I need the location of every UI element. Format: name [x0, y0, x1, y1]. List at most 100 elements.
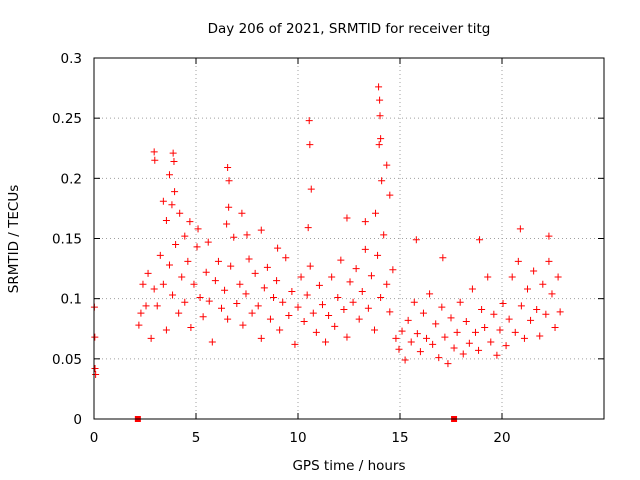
data-point [322, 338, 330, 346]
data-point [242, 290, 250, 298]
data-point [367, 272, 375, 280]
data-point [137, 309, 145, 317]
data-point [556, 308, 564, 316]
data-point [294, 303, 302, 311]
data-point [462, 318, 470, 326]
data-point [407, 338, 415, 346]
data-point [331, 322, 339, 330]
x-tick-label: 5 [192, 430, 201, 446]
data-point [159, 280, 167, 288]
data-point [505, 315, 513, 323]
data-point [254, 302, 262, 310]
data-point [144, 269, 152, 277]
data-point [524, 285, 531, 293]
data-point [176, 209, 184, 217]
data-point [224, 164, 232, 172]
data-point [184, 257, 192, 265]
data-point [548, 290, 556, 298]
data-point [223, 220, 231, 228]
data-point [172, 241, 180, 249]
data-point [478, 305, 486, 313]
data-point [545, 232, 553, 240]
data-point [395, 345, 403, 353]
data-point [392, 334, 400, 342]
data-point [300, 318, 308, 326]
data-point [343, 333, 351, 341]
data-point [502, 342, 510, 350]
data-point [468, 285, 476, 293]
data-point [305, 117, 313, 125]
x-axis-label: GPS time / hours [292, 458, 405, 474]
data-point [490, 310, 498, 318]
data-point [239, 321, 247, 329]
data-point [325, 312, 333, 320]
data-point [343, 214, 351, 222]
data-point [315, 281, 323, 289]
data-point [517, 302, 525, 310]
data-point [340, 305, 348, 313]
data-point [274, 244, 282, 252]
x-tick-label: 15 [391, 430, 408, 446]
data-points [90, 83, 564, 378]
data-point [444, 360, 452, 368]
data-point [297, 273, 305, 281]
data-point [211, 277, 219, 285]
data-point [459, 350, 467, 358]
data-point [218, 304, 225, 312]
data-point [389, 266, 397, 274]
data-point [476, 236, 484, 244]
data-point [404, 316, 412, 324]
data-point [416, 348, 424, 356]
data-point [181, 298, 189, 306]
data-point [514, 257, 522, 265]
data-point [309, 309, 317, 317]
data-point [225, 203, 233, 211]
data-point [156, 251, 164, 259]
data-point [214, 257, 222, 265]
data-point [147, 334, 155, 342]
y-tick-label: 0.2 [61, 171, 82, 187]
data-point [355, 315, 363, 323]
data-point [447, 314, 455, 322]
data-point [530, 267, 538, 275]
data-point [542, 310, 550, 318]
data-point [375, 83, 383, 91]
tick-labels: 0 5 10 15 20 0 0.05 0.1 0.15 0.2 0.25 0.3 [52, 51, 511, 446]
data-point [245, 255, 253, 263]
data-point [171, 188, 179, 196]
data-point [536, 332, 544, 340]
data-point [346, 278, 354, 286]
data-point [238, 209, 246, 217]
data-point [306, 262, 314, 270]
y-axis-label: SRMTID / TECUs [6, 185, 22, 293]
data-point [159, 197, 167, 205]
data-point [453, 328, 461, 336]
data-point [318, 301, 326, 309]
data-point [383, 280, 391, 288]
data-point [205, 297, 213, 305]
data-point [204, 238, 212, 246]
data-point [151, 156, 159, 164]
data-point [312, 328, 320, 336]
data-point [401, 356, 409, 364]
data-point [196, 293, 204, 301]
data-point [496, 326, 504, 334]
data-point [410, 298, 418, 306]
data-point [270, 293, 278, 301]
data-point [142, 302, 150, 310]
data-point [169, 149, 177, 157]
data-point [170, 157, 178, 165]
data-point [554, 273, 562, 281]
data-point [337, 256, 345, 264]
data-point [233, 299, 241, 307]
data-point [307, 185, 315, 193]
data-point [162, 326, 170, 334]
data-point [471, 328, 479, 336]
data-point [165, 261, 173, 269]
data-point [266, 315, 274, 323]
data-point [92, 370, 100, 378]
data-point [527, 316, 535, 324]
data-point [435, 354, 443, 362]
data-point [511, 328, 519, 336]
y-tick-label: 0.25 [52, 111, 82, 127]
